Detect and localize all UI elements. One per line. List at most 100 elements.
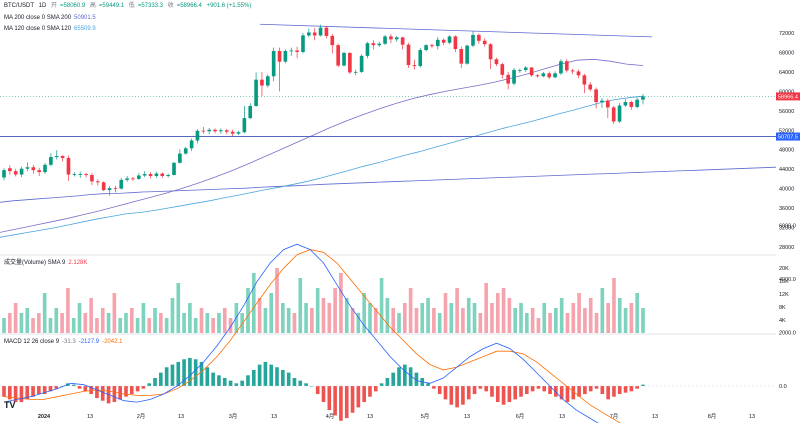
candle-body	[435, 39, 440, 47]
volume-bar	[612, 278, 616, 333]
volume-bar	[281, 303, 285, 333]
volume-bar	[513, 308, 518, 333]
volume-bar	[548, 313, 552, 333]
tradingview-logo[interactable]: TV	[4, 400, 16, 410]
macd-histogram-bar	[455, 386, 459, 408]
macd-histogram-bar	[617, 386, 622, 395]
candle-body	[189, 140, 194, 149]
candle-body	[377, 43, 382, 46]
macd-histogram-bar	[211, 372, 215, 386]
candle-body	[588, 84, 593, 90]
volume-bar	[199, 308, 204, 333]
candle-body	[49, 157, 53, 165]
candle-body	[441, 39, 446, 43]
volume-bar	[31, 318, 35, 333]
volume-tick-label: 8K	[779, 305, 786, 311]
volume-bar	[54, 308, 59, 333]
volume-bar	[356, 313, 361, 333]
macd-histogram-bar	[629, 386, 634, 392]
volume-bar	[48, 318, 53, 333]
candle-body	[60, 156, 65, 158]
macd-histogram-bar	[356, 386, 361, 408]
volume-bar	[310, 308, 314, 333]
macd-histogram-bar	[513, 386, 518, 400]
legend-volume[interactable]: 成交量(Volume) SMA 9 2.128K	[4, 259, 90, 267]
price-tick-label: 40000	[779, 187, 794, 193]
candle-body	[178, 153, 182, 163]
macd-histogram-bar	[432, 386, 436, 389]
legend-macd[interactable]: MACD 12 26 close 9 -31.3 -2127.9 -2042.1	[4, 338, 125, 346]
macd-histogram-bar	[118, 386, 122, 400]
macd-histogram-bar	[333, 386, 337, 416]
x-tick-label: 2月	[137, 413, 146, 420]
volume-bar	[617, 298, 622, 333]
candle-body	[265, 76, 270, 86]
macd-histogram-bar	[600, 386, 605, 395]
macd-histogram-bar	[466, 386, 471, 400]
macd-histogram-bar	[304, 383, 308, 386]
volume-bar	[536, 318, 541, 333]
candle-body	[348, 52, 352, 73]
candle-body	[512, 69, 516, 84]
volume-bar	[379, 278, 384, 333]
price-tick-label: 56000	[779, 109, 794, 115]
legend-interval[interactable]: 1D	[38, 3, 47, 9]
volume-bar	[472, 303, 477, 333]
volume-bar	[432, 308, 436, 333]
macd-histogram-bar	[193, 359, 198, 386]
legend-symbol[interactable]: BTC/USDT	[4, 3, 34, 9]
macd-histogram-bar	[124, 386, 128, 397]
candle-body	[289, 50, 294, 52]
volume-bar	[222, 308, 227, 333]
candle-body	[547, 73, 552, 78]
x-tick-label: 3月	[229, 413, 238, 420]
volume-bar	[176, 283, 181, 333]
volume-bar	[594, 313, 599, 333]
volume-bar	[600, 288, 605, 333]
volume-bar	[286, 308, 291, 333]
macd-histogram-bar	[641, 384, 645, 386]
macd-histogram-bar	[95, 386, 99, 399]
volume-bar	[60, 313, 64, 333]
candle-body	[541, 73, 546, 77]
macd-histogram-bar	[112, 386, 117, 403]
legend-ma120-label: MA 120 close 0 SMA 120	[4, 26, 72, 32]
macd-histogram-bar	[403, 364, 407, 386]
macd-histogram-bar	[612, 386, 616, 397]
macd-histogram-bar	[472, 386, 477, 395]
candle-body	[365, 43, 370, 56]
volume-bar	[135, 318, 140, 333]
candle-body	[31, 167, 36, 171]
volume-bar	[304, 303, 308, 333]
volume-bar	[42, 293, 47, 333]
macd-histogram-bar	[426, 383, 430, 386]
level-badge-text: 50707.5	[778, 135, 798, 141]
volume-bar	[403, 303, 407, 333]
macd-histogram-bar	[594, 386, 599, 389]
volume-bar	[321, 298, 326, 333]
volume-bar	[205, 313, 210, 333]
legend-ma120[interactable]: MA 120 close 0 SMA 120 65509.9	[4, 25, 99, 33]
price-tick-label: 28000	[779, 245, 794, 251]
legend-ma200[interactable]: MA 200 close 0 SMA 200 50901.5	[4, 14, 99, 22]
price-tick-label: 32000	[779, 226, 794, 232]
macd-histogram-bar	[129, 386, 134, 395]
macd-histogram-bar	[147, 383, 152, 386]
candle-body	[142, 174, 147, 176]
volume-bar	[298, 278, 303, 333]
volume-bar	[37, 313, 41, 333]
macd-histogram-bar	[25, 386, 30, 400]
candle-body	[113, 188, 118, 189]
candle-body	[330, 35, 335, 46]
candle-body	[342, 52, 346, 66]
candle-body	[137, 175, 141, 179]
volume-bar	[19, 313, 24, 333]
x-tick-label: 13	[271, 414, 277, 420]
macd-histogram-bar	[176, 361, 181, 386]
macd-histogram-bar	[60, 386, 64, 387]
macd-histogram-bar	[19, 386, 24, 403]
candle-body	[518, 69, 522, 71]
candle-body	[453, 36, 458, 50]
macd-histogram-bar	[234, 383, 239, 386]
